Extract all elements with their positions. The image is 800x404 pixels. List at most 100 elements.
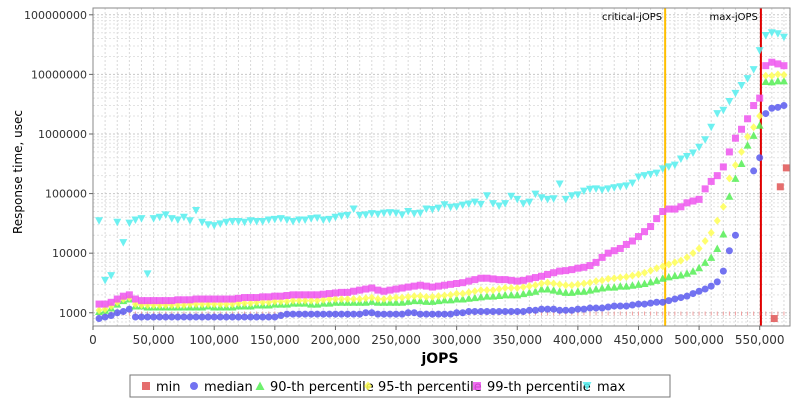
- data-point: [95, 306, 103, 315]
- data-point: [556, 306, 564, 314]
- data-point: [119, 292, 127, 300]
- data-point: [701, 285, 709, 293]
- data-point: [465, 277, 473, 285]
- y-tick-label: 100000000: [24, 9, 87, 22]
- data-point: [198, 218, 207, 227]
- y-axis-label: Response time, usec: [11, 110, 25, 234]
- data-point: [683, 253, 691, 262]
- data-point: [319, 295, 327, 304]
- data-point: [453, 289, 461, 298]
- data-point: [489, 292, 498, 300]
- data-point: [585, 185, 594, 194]
- data-point: [434, 296, 443, 305]
- data-point: [168, 297, 176, 305]
- data-point: [695, 195, 703, 203]
- data-point: [779, 33, 788, 42]
- data-point: [452, 295, 461, 303]
- data-point: [586, 262, 594, 270]
- data-point: [374, 310, 382, 318]
- data-point: [374, 295, 382, 304]
- data-point: [574, 264, 582, 272]
- data-point: [131, 216, 140, 225]
- data-point: [174, 296, 182, 304]
- data-point: [519, 289, 528, 298]
- grid: [92, 8, 790, 327]
- reference-line-label: max-jOPS: [709, 12, 757, 23]
- data-point: [398, 298, 407, 306]
- data-point: [573, 191, 582, 199]
- data-point: [101, 300, 109, 308]
- data-point: [749, 66, 758, 74]
- data-point: [247, 299, 255, 308]
- data-point: [319, 310, 327, 318]
- data-point: [356, 310, 364, 318]
- data-point: [549, 286, 558, 294]
- data-point: [592, 277, 600, 286]
- data-point: [228, 295, 236, 303]
- data-point: [374, 286, 382, 294]
- data-point: [447, 310, 455, 318]
- data-point: [665, 260, 673, 269]
- data-point: [253, 294, 261, 302]
- data-point: [162, 297, 170, 305]
- data-point: [247, 313, 255, 321]
- data-point: [689, 267, 698, 275]
- data-point: [585, 286, 594, 294]
- data-point: [634, 270, 642, 279]
- data-point: [519, 308, 527, 316]
- x-tick-label: 100,000: [189, 333, 239, 347]
- data-point: [725, 192, 734, 200]
- data-point: [689, 149, 698, 157]
- data-point: [616, 244, 624, 252]
- y-tick-label: 10000: [52, 247, 87, 260]
- data-point: [598, 284, 607, 292]
- legend-label: median: [204, 380, 253, 395]
- data-point: [265, 293, 273, 301]
- legend-marker: [190, 382, 198, 390]
- data-point: [489, 286, 497, 295]
- data-point: [470, 198, 479, 207]
- data-point: [634, 280, 643, 288]
- data-point: [537, 194, 546, 202]
- data-point: [495, 308, 503, 316]
- data-point: [682, 269, 691, 277]
- reference-line-label: critical-jOPS: [602, 12, 662, 23]
- data-point: [562, 267, 570, 275]
- data-point: [738, 125, 746, 133]
- data-point: [561, 288, 570, 296]
- data-point: [501, 290, 510, 299]
- data-point: [101, 276, 110, 285]
- data-point: [549, 195, 558, 203]
- legend-marker: [142, 382, 150, 390]
- data-point: [495, 291, 504, 299]
- data-point: [173, 216, 182, 225]
- data-point: [647, 223, 655, 231]
- data-point: [592, 258, 600, 266]
- data-point: [356, 286, 364, 294]
- data-point: [670, 271, 679, 280]
- legend-label: 95-th percentile: [378, 380, 482, 395]
- data-point: [750, 167, 758, 175]
- data-point: [501, 276, 509, 284]
- data-point: [646, 277, 655, 286]
- x-tick-label: 500,000: [674, 333, 724, 347]
- data-point: [343, 211, 352, 220]
- data-point: [471, 287, 479, 296]
- data-point: [398, 293, 406, 302]
- data-point: [707, 253, 716, 261]
- data-point: [313, 296, 321, 305]
- y-tick-label: 10000000: [31, 68, 87, 81]
- data-point: [707, 228, 715, 237]
- data-point: [416, 296, 425, 305]
- data-point: [379, 209, 388, 218]
- data-point: [519, 276, 527, 284]
- data-point: [198, 295, 206, 303]
- data-point: [362, 285, 370, 293]
- data-point: [676, 271, 685, 279]
- data-point: [222, 313, 230, 321]
- data-point: [634, 233, 642, 241]
- data-point: [161, 211, 170, 219]
- data-point: [641, 300, 649, 308]
- data-point: [447, 290, 455, 299]
